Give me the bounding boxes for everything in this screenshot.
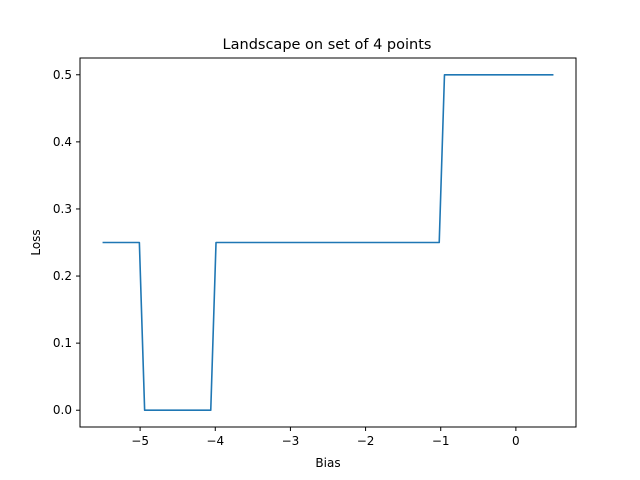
series-line-0 xyxy=(102,73,554,412)
chart-title: Landscape on set of 4 points xyxy=(223,37,432,53)
x-tick-label: −2 xyxy=(357,434,375,448)
y-tick-label: 0.5 xyxy=(53,68,72,82)
y-axis: 0.0 0.1 0.2 0.3 0.4 0.5 xyxy=(53,68,80,417)
plot-area xyxy=(102,73,554,412)
x-tick-label: −1 xyxy=(432,434,450,448)
y-tick-label: 0.0 xyxy=(53,403,72,417)
x-tick-label: −3 xyxy=(282,434,300,448)
x-tick-label: −5 xyxy=(131,434,149,448)
plot-frame xyxy=(79,57,577,428)
y-tick-label: 0.1 xyxy=(53,336,72,350)
x-tick-label: −4 xyxy=(206,434,224,448)
y-tick-label: 0.2 xyxy=(53,269,72,283)
x-axis-label: Bias xyxy=(315,456,340,470)
y-axis-label: Loss xyxy=(29,229,43,255)
x-tick-label: 0 xyxy=(512,434,520,448)
x-axis: −5 −4 −3 −2 −1 0 xyxy=(131,427,520,448)
y-tick-label: 0.4 xyxy=(53,135,72,149)
y-tick-label: 0.3 xyxy=(53,202,72,216)
